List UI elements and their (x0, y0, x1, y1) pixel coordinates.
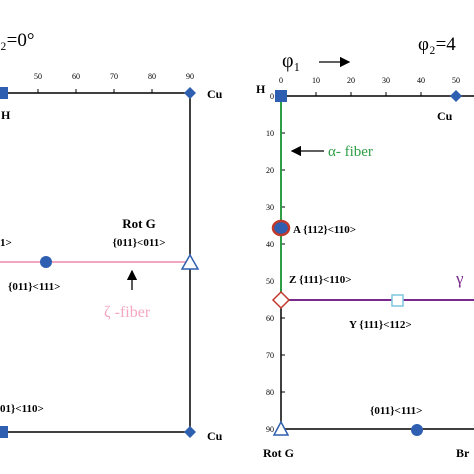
left-x-tick: 80 (148, 72, 156, 81)
left-goss-marker (40, 256, 52, 268)
right-h-marker (275, 90, 287, 102)
right-odf-panel: φ₁ φ₂=4 0 10 20 30 40 50 0 10 20 30 40 5… (256, 34, 474, 460)
y-component-marker (391, 294, 404, 307)
left-odf-panel: ₂=0° 50 60 70 80 90 H Cu Rot G (0, 30, 223, 443)
right-goss-marker (411, 424, 423, 436)
zeta-fiber-label: ζ -fiber (104, 304, 151, 321)
a-component-label: A {112}<110> (293, 224, 356, 236)
y-component-label: Y {111}<112> (349, 319, 412, 331)
right-x-tick: 10 (312, 76, 320, 85)
right-x-tick: 0 (279, 76, 283, 85)
left-bottom-label: 01}<110> (0, 403, 44, 415)
left-cu-bottom-label: Cu (207, 429, 223, 443)
right-y-tick: 50 (266, 277, 274, 286)
right-y-tick: 40 (266, 240, 274, 249)
left-x-tick-labels: 50 60 70 80 90 (34, 72, 194, 81)
right-y-tick: 0 (270, 92, 274, 101)
left-cut-label: 1> (0, 237, 12, 249)
left-phi2-title: ₂=0° (0, 30, 34, 51)
left-x-tick: 60 (72, 72, 80, 81)
left-h-marker (0, 87, 8, 99)
right-cu-marker (450, 90, 462, 102)
left-rot-g-marker (180, 253, 200, 270)
right-y-tick: 10 (266, 129, 274, 138)
left-bottom-marker (0, 426, 8, 438)
right-phi1-label: φ₁ (282, 50, 301, 72)
right-x-tick-labels: 0 10 20 30 40 50 (279, 76, 460, 85)
z-component-marker (271, 290, 291, 310)
right-h-label: H (256, 82, 266, 96)
a-component-marker (271, 219, 291, 237)
right-goss-label: {011}<111> (370, 405, 422, 417)
z-component-label: Z {111}<110> (289, 274, 351, 286)
gamma-fiber-label: γ (455, 269, 464, 288)
right-y-tick-labels: 0 10 20 30 40 50 60 70 80 90 (266, 92, 274, 434)
left-cu-top-marker (184, 87, 196, 99)
right-y-tick: 60 (266, 314, 274, 323)
right-y-tick: 90 (266, 425, 274, 434)
right-y-tick: 30 (266, 203, 274, 212)
brass-label: Br (456, 446, 470, 460)
left-h-label: H (1, 108, 11, 122)
right-y-tick: 80 (266, 388, 274, 397)
left-x-tick: 50 (34, 72, 42, 81)
left-cu-bottom-marker (184, 426, 196, 438)
right-x-tick: 30 (382, 76, 390, 85)
right-phi2-title: φ₂=4 (418, 34, 456, 55)
right-rot-g-label: Rot G (263, 446, 294, 460)
left-x-tick: 90 (186, 72, 194, 81)
left-rot-g-title: Rot G (122, 216, 156, 231)
alpha-fiber-label: α- fiber (328, 144, 373, 160)
right-x-tick: 50 (452, 76, 460, 85)
right-y-tick: 70 (266, 351, 274, 360)
left-x-tick: 70 (110, 72, 118, 81)
right-x-tick: 20 (347, 76, 355, 85)
right-y-tick: 20 (266, 166, 274, 175)
right-cu-label: Cu (437, 109, 453, 123)
left-rot-g-miller: {011}<011> (113, 237, 166, 249)
right-rot-g-marker (272, 420, 290, 436)
right-x-tick: 40 (417, 76, 425, 85)
left-cu-top-label: Cu (207, 87, 223, 101)
left-goss-label: {011}<111> (8, 281, 60, 293)
